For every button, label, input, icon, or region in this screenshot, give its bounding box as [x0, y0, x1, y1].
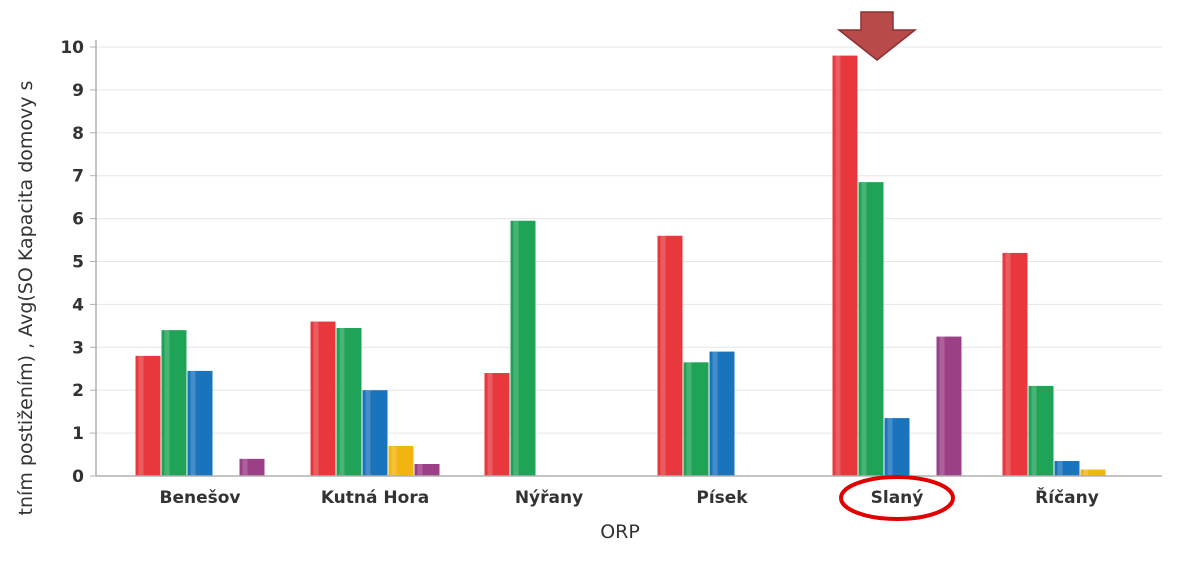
x-tick-label: Nýřany: [515, 488, 583, 508]
bar-highlight: [313, 321, 319, 476]
y-tick-label: 4: [72, 295, 84, 315]
arrow-down-icon: [836, 11, 918, 61]
bar-highlight: [835, 55, 841, 477]
bar: [135, 355, 161, 476]
x-tick-label: Kutná Hora: [321, 488, 429, 508]
annotations: [836, 11, 955, 521]
y-tick-labels: 0 1 2 3 4 5 6 7 8 9 10: [60, 38, 84, 487]
y-tick-label: 0: [72, 467, 84, 487]
highlight-ellipse: [839, 475, 955, 521]
x-tick-label: Písek: [696, 488, 748, 508]
bar-highlight: [487, 373, 493, 476]
bar: [832, 55, 858, 477]
bar-highlight: [712, 351, 718, 476]
y-tick-label: 5: [72, 253, 84, 273]
y-tick-label: 7: [72, 167, 84, 187]
bar: [239, 458, 265, 476]
bar-highlight: [660, 235, 666, 476]
bar: [1002, 252, 1028, 476]
y-tick-label: 8: [72, 124, 84, 144]
axes: [95, 40, 1162, 477]
bar-highlight: [861, 182, 867, 476]
bar-highlight: [242, 458, 248, 476]
bar-highlight: [686, 362, 692, 476]
bar: [187, 370, 213, 476]
y-tick-label: 3: [72, 338, 84, 358]
y-tick-label: 2: [72, 381, 84, 401]
bar: [657, 235, 683, 476]
bar-highlight: [190, 370, 196, 476]
bar: [1054, 460, 1080, 476]
bar-highlight: [1031, 385, 1037, 476]
bar-highlight: [164, 330, 170, 476]
bar-highlight: [513, 220, 519, 476]
y-tick-label: 6: [72, 210, 84, 230]
bar: [336, 327, 362, 476]
bar: [884, 418, 910, 476]
bar: [484, 373, 510, 476]
bar: [936, 336, 962, 476]
bar-highlight: [887, 418, 893, 476]
x-axis-title: ORP: [600, 521, 640, 543]
bar-highlight: [1057, 460, 1063, 476]
bar: [310, 321, 336, 476]
y-axis-title: tním postižením) , Avg(SO Kapacita domov…: [15, 81, 37, 516]
x-tick-labels: Benešov Kutná Hora Nýřany Písek Slaný Říčany: [160, 486, 1099, 508]
y-tick-label: 9: [72, 81, 84, 101]
bar-highlight: [939, 336, 945, 476]
bar: [414, 463, 440, 476]
bar-highlight: [365, 390, 371, 476]
bar: [858, 182, 884, 476]
x-tick-label: Benešov: [160, 488, 241, 508]
bar-highlight: [391, 445, 397, 476]
bar: [1028, 385, 1054, 476]
bar-highlight: [339, 327, 345, 476]
bar-highlight: [417, 463, 423, 476]
bar: [388, 445, 414, 476]
bar: [510, 220, 536, 476]
bar-highlight: [1083, 469, 1089, 476]
x-tick-label: Slaný: [871, 488, 924, 508]
bar: [1080, 469, 1106, 476]
bars: [135, 55, 1106, 477]
bar-highlight: [1005, 252, 1011, 476]
y-tick-label: 10: [60, 38, 84, 58]
bar: [362, 390, 388, 476]
bar: [161, 330, 187, 476]
y-tick-label: 1: [72, 424, 84, 444]
x-tick-label: Říčany: [1035, 486, 1099, 508]
bar-highlight: [138, 355, 144, 476]
bar: [683, 362, 709, 476]
bar: [709, 351, 735, 476]
gridlines: [90, 46, 1162, 477]
